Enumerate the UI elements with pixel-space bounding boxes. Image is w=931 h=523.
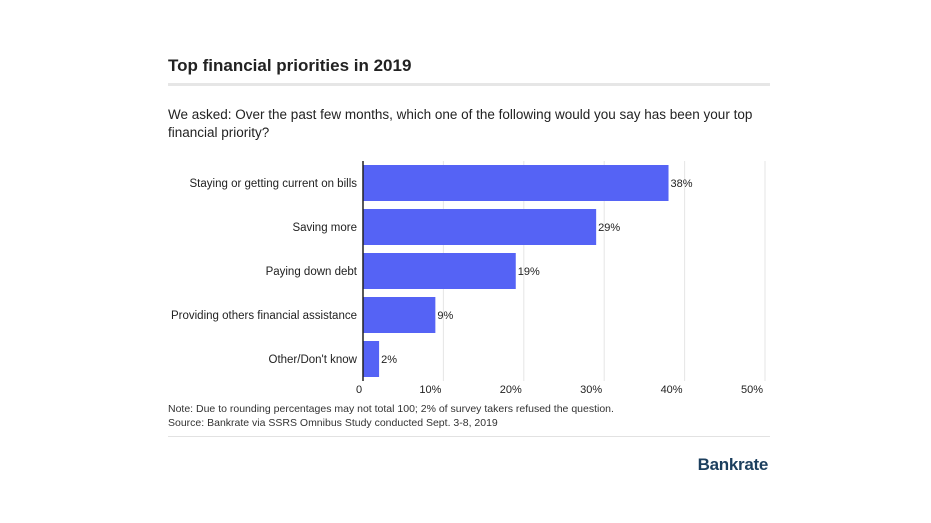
category-label: Paying down debt	[266, 266, 358, 278]
bar-chart: Staying or getting current on bills 38% Sa…	[171, 161, 766, 396]
chart-card: Top financial priorities in 2019 We aske…	[168, 0, 770, 523]
x-tick-label: 50%	[741, 384, 763, 396]
x-tick-label: 40%	[661, 384, 683, 396]
bar	[363, 253, 516, 289]
x-tick-label: 10%	[419, 384, 441, 396]
chart-title: Top financial priorities in 2019	[168, 56, 412, 75]
title-divider	[168, 83, 770, 86]
category-label: Other/Don't know	[269, 354, 358, 366]
x-tick-label: 30%	[580, 384, 602, 396]
bar	[363, 297, 436, 333]
chart-source: Source: Bankrate via SSRS Omnibus Study …	[168, 417, 498, 429]
bankrate-logo: Bankrate	[697, 455, 769, 474]
chart-note: Note: Due to rounding percentages may no…	[168, 403, 614, 415]
bar	[363, 341, 380, 377]
value-label: 9%	[437, 310, 453, 322]
value-label: 19%	[518, 266, 540, 278]
footer-divider	[168, 436, 770, 437]
x-tick-label: 20%	[500, 384, 522, 396]
bar	[363, 165, 669, 201]
value-label: 38%	[671, 178, 693, 190]
survey-question: We asked: Over the past few months, whic…	[168, 107, 753, 140]
category-label: Providing others financial assistance	[171, 310, 357, 322]
x-tick-label: 0	[356, 384, 362, 396]
bar	[363, 209, 597, 245]
category-label: Saving more	[292, 222, 357, 234]
value-label: 29%	[598, 222, 620, 234]
value-label: 2%	[381, 354, 397, 366]
category-label: Staying or getting current on bills	[190, 178, 358, 190]
